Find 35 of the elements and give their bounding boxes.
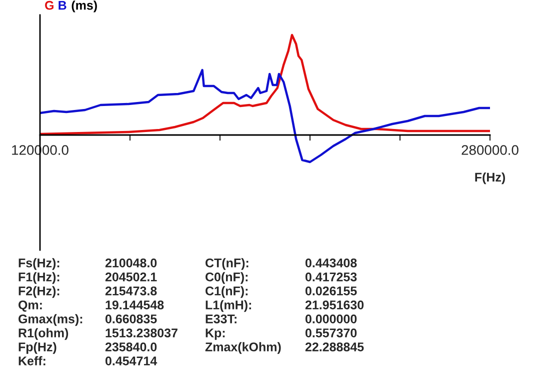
text: 215473.8 bbox=[105, 286, 157, 296]
text: 21.951630 bbox=[305, 300, 364, 310]
text: 22.288845 bbox=[305, 342, 364, 352]
text: Zmax(kOhm) bbox=[205, 342, 281, 354]
text: 0.417253 bbox=[305, 272, 357, 282]
text: 0.454714 bbox=[105, 356, 158, 366]
text: 19.144548 bbox=[106, 300, 164, 310]
text: 0.443408 bbox=[305, 258, 357, 268]
y-axis-title: (ms) bbox=[72, 0, 97, 12]
text: F2(Hz): bbox=[18, 286, 60, 298]
text: 1513.238037 bbox=[106, 328, 178, 338]
x-axis-title: F(Hz) bbox=[475, 172, 505, 184]
text: Gmax(ms): bbox=[18, 314, 82, 326]
text: 0.026155 bbox=[305, 286, 357, 296]
text: B bbox=[58, 1, 66, 10]
text: Fs(Hz): bbox=[18, 258, 60, 270]
text: F1(Hz): bbox=[18, 272, 60, 284]
text: G bbox=[45, 0, 54, 10]
text: Keff: bbox=[18, 356, 46, 366]
text: 204502.1 bbox=[105, 272, 157, 282]
text: Kp: bbox=[206, 328, 225, 340]
text: Fp(Hz) bbox=[18, 342, 56, 354]
text: C1(nF): bbox=[206, 286, 248, 298]
text: 0.557370 bbox=[305, 328, 357, 338]
text: 0.660835 bbox=[105, 314, 157, 324]
text: CT(nF): bbox=[206, 258, 248, 270]
text: E33T: bbox=[206, 314, 236, 324]
text: C0(nF): bbox=[206, 272, 248, 284]
text: R1(ohm) bbox=[18, 328, 68, 340]
text: 235840.0 bbox=[105, 342, 157, 352]
x-tick-label: 280000.0 bbox=[462, 145, 518, 155]
text: L1(mH): bbox=[206, 300, 252, 312]
text: 0.000000 bbox=[305, 314, 357, 324]
text: 210048.0 bbox=[105, 258, 157, 268]
text: Qm: bbox=[18, 300, 42, 312]
